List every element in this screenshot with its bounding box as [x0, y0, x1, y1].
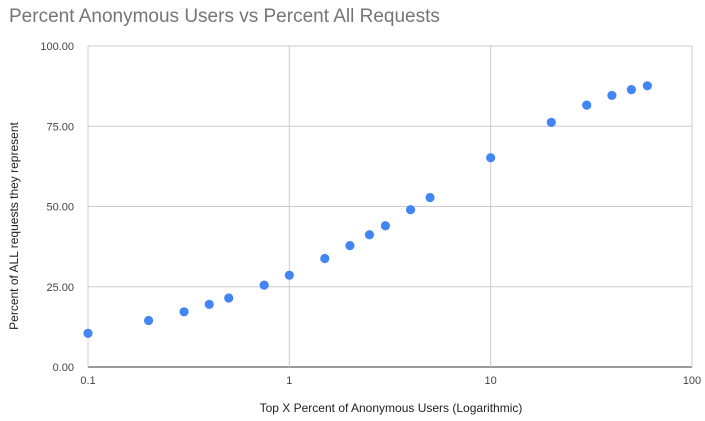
data-point [259, 280, 269, 290]
data-point [83, 328, 93, 338]
data-point [425, 192, 435, 203]
data-point [284, 270, 294, 280]
data-point [486, 153, 496, 163]
grid-layer [87, 45, 693, 368]
x-axis-label: Top X Percent of Anonymous Users (Logari… [260, 401, 523, 415]
data-point [546, 117, 556, 127]
x-tick-label: 100 [683, 375, 701, 387]
y-tick-label: 25.00 [46, 282, 74, 294]
data-point [582, 100, 592, 110]
x-tick-label: 1 [286, 375, 292, 387]
point-layer [83, 81, 652, 338]
data-point [607, 90, 617, 101]
data-point [380, 221, 390, 231]
data-point [364, 230, 375, 240]
data-point [626, 85, 636, 95]
data-point [345, 241, 355, 251]
data-point [224, 293, 234, 303]
data-point [204, 299, 214, 310]
data-point [144, 315, 154, 326]
data-point [405, 205, 416, 215]
y-tick-label: 75.00 [46, 121, 74, 133]
tick-layer: 0.00 25.00 50.00 75.00 100.00 0.1 1 10 100 [40, 41, 701, 387]
data-point [179, 307, 189, 317]
y-tick-label: 100.00 [40, 41, 74, 53]
x-tick-label: 10 [485, 375, 497, 387]
x-tick-label: 0.1 [80, 375, 95, 387]
y-axis-label: Percent of ALL requests they represent [7, 121, 21, 329]
data-point [642, 81, 652, 91]
y-tick-label: 50.00 [46, 202, 74, 214]
data-point [320, 253, 330, 264]
chart-title: Percent Anonymous Users vs Percent All R… [9, 6, 440, 27]
y-tick-label: 0.00 [53, 362, 74, 374]
